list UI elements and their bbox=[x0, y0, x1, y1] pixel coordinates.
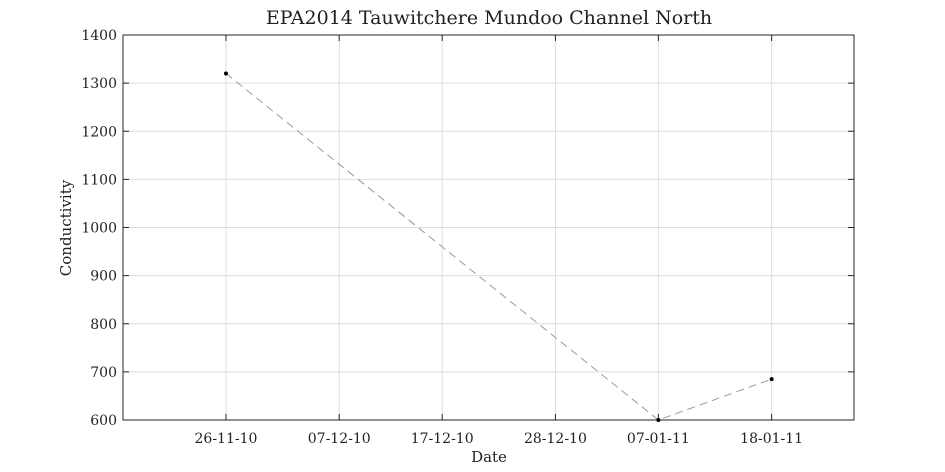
x-tick-label: 26-11-10 bbox=[195, 431, 258, 447]
y-tick-label: 900 bbox=[90, 269, 117, 285]
y-tick-label: 1200 bbox=[81, 124, 117, 140]
y-axis-label: Conductivity bbox=[57, 179, 75, 276]
data-series bbox=[223, 71, 774, 422]
y-tick-label: 700 bbox=[90, 365, 117, 381]
y-tick-label: 1400 bbox=[81, 28, 117, 44]
y-tick-label: 1000 bbox=[81, 221, 117, 237]
x-tick-label: 28-12-10 bbox=[524, 431, 587, 447]
data-point bbox=[656, 418, 661, 422]
data-point bbox=[769, 377, 774, 382]
chart-title: EPA2014 Tauwitchere Mundoo Channel North bbox=[266, 7, 712, 29]
y-tick-label: 600 bbox=[90, 413, 117, 429]
x-tick-label: 07-01-11 bbox=[627, 431, 690, 447]
axis-ticks: 600 700 800 900 1000 1100 1200 1300 1400 26-11-10… bbox=[81, 28, 854, 447]
x-axis-label: Date bbox=[471, 448, 507, 466]
data-point bbox=[223, 71, 228, 76]
y-tick-label: 1100 bbox=[81, 172, 117, 188]
x-tick-label: 18-01-11 bbox=[740, 431, 803, 447]
y-tick-label: 1300 bbox=[81, 76, 117, 92]
y-tick-label: 800 bbox=[90, 317, 117, 333]
series-line bbox=[225, 73, 772, 421]
x-tick-label: 17-12-10 bbox=[411, 431, 474, 447]
x-tick-label: 07-12-10 bbox=[308, 431, 371, 447]
grid-lines bbox=[123, 35, 854, 420]
